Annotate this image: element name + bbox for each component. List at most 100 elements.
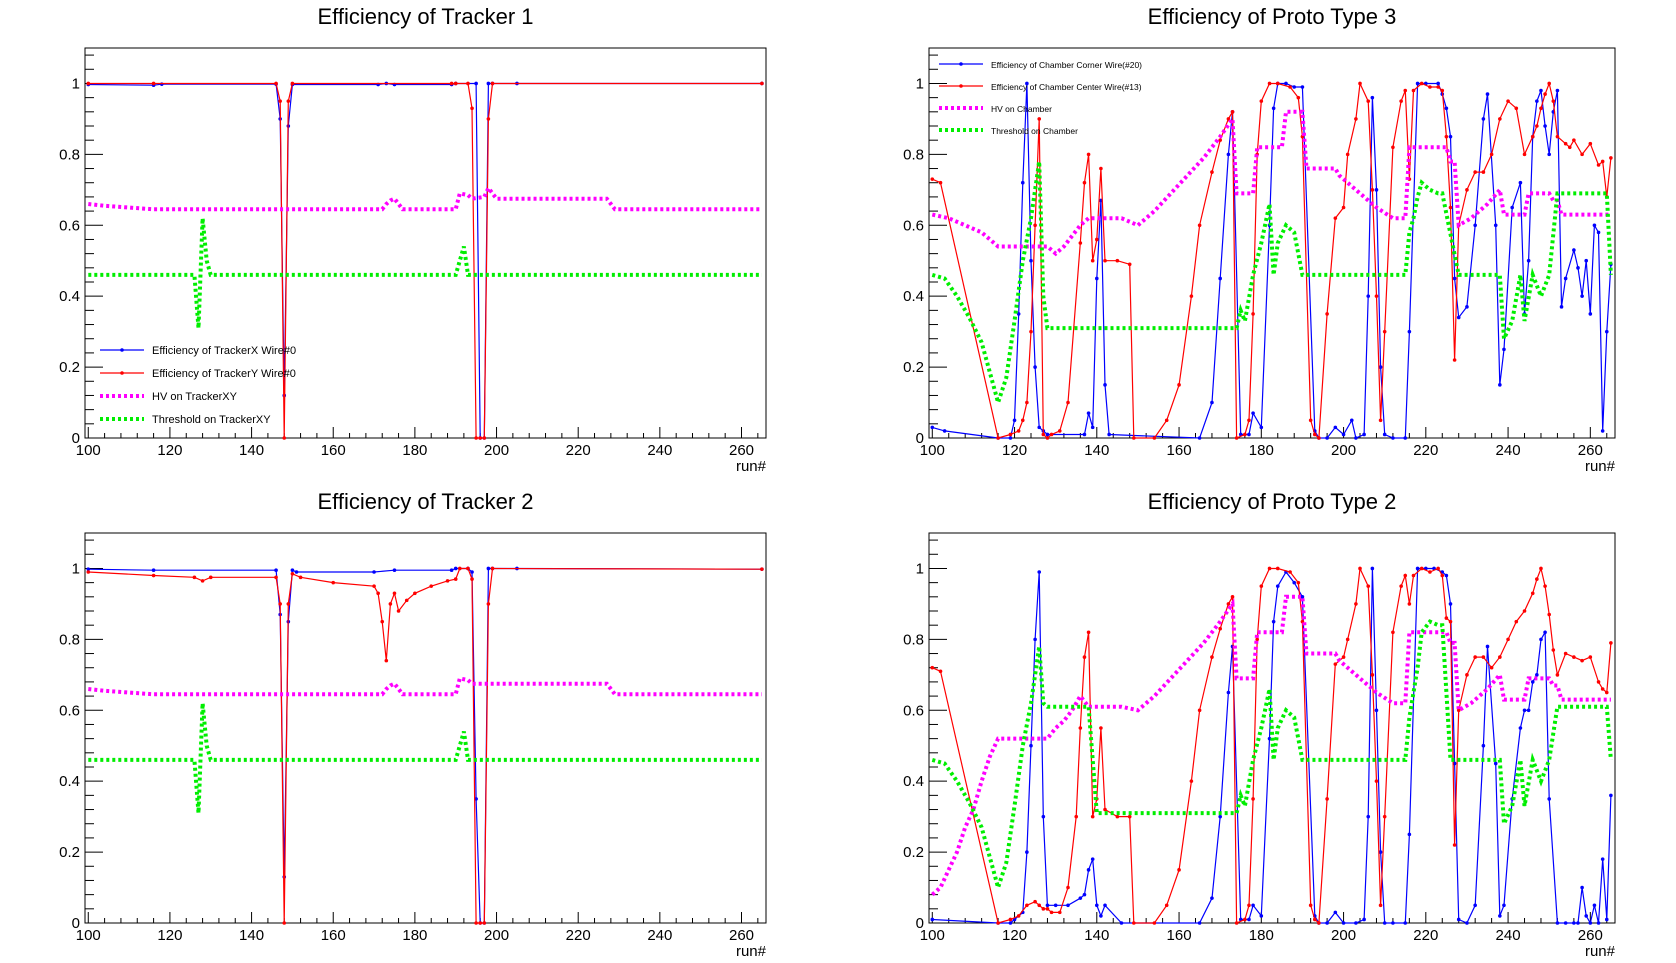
data-point bbox=[760, 567, 764, 571]
data-point bbox=[1358, 81, 1362, 86]
data-point bbox=[1572, 655, 1576, 659]
data-point bbox=[1563, 651, 1568, 656]
data-point bbox=[1317, 921, 1321, 925]
data-point bbox=[208, 575, 213, 580]
data-point bbox=[1094, 903, 1099, 908]
data-point bbox=[1604, 917, 1609, 922]
data-point bbox=[1600, 857, 1605, 861]
data-point bbox=[938, 669, 943, 674]
data-point bbox=[1489, 665, 1494, 670]
x-tick-label: 200 bbox=[1331, 442, 1356, 459]
plot-frame bbox=[928, 47, 1616, 439]
legend: Efficiency of Chamber Corner Wire(#20) Ef… bbox=[939, 60, 1142, 136]
data-point bbox=[1551, 648, 1556, 652]
data-point bbox=[1465, 921, 1469, 925]
chart-panel-1: Efficiency of Tracker 1 100 120 140 160 180 20… bbox=[59, 4, 767, 475]
data-point bbox=[1366, 814, 1371, 819]
data-point bbox=[1333, 425, 1338, 430]
data-point bbox=[1567, 145, 1572, 150]
data-point bbox=[1399, 99, 1403, 103]
data-point bbox=[388, 602, 393, 606]
data-point bbox=[1465, 673, 1469, 677]
data-point bbox=[942, 429, 947, 433]
data-point bbox=[1444, 134, 1449, 139]
data-point bbox=[1349, 418, 1354, 423]
data-point bbox=[1247, 917, 1251, 922]
data-point bbox=[1580, 658, 1584, 663]
data-point bbox=[1543, 92, 1547, 96]
data-point bbox=[1473, 223, 1477, 228]
data-point bbox=[151, 568, 156, 573]
data-point bbox=[1177, 383, 1181, 387]
legend-entry: Efficiency of Chamber Center Wire(#13) bbox=[991, 82, 1142, 92]
data-point bbox=[1226, 117, 1231, 121]
data-point bbox=[1251, 797, 1255, 801]
data-point bbox=[470, 570, 474, 574]
data-point bbox=[1300, 85, 1305, 89]
series-line-2 bbox=[932, 81, 1612, 440]
data-point bbox=[1498, 655, 1502, 659]
data-point bbox=[1411, 573, 1416, 578]
data-point bbox=[760, 81, 764, 86]
data-point bbox=[1033, 365, 1037, 369]
data-point bbox=[331, 580, 336, 585]
data-point bbox=[1481, 170, 1486, 174]
data-point bbox=[429, 584, 434, 588]
data-point bbox=[1057, 429, 1062, 433]
data-point bbox=[1333, 910, 1338, 915]
data-point bbox=[1580, 885, 1584, 890]
x-tick-label: 200 bbox=[484, 927, 509, 944]
data-point bbox=[1082, 892, 1087, 897]
data-point bbox=[274, 575, 278, 580]
data-point bbox=[1419, 566, 1424, 571]
data-point bbox=[1452, 843, 1457, 847]
data-point bbox=[1563, 141, 1568, 146]
data-point bbox=[453, 566, 458, 571]
data-point bbox=[1197, 921, 1202, 925]
data-point bbox=[1275, 81, 1280, 86]
data-point bbox=[1576, 921, 1580, 925]
data-point bbox=[1572, 921, 1576, 925]
series-line-2 bbox=[88, 82, 762, 439]
x-tick-label: 100 bbox=[76, 442, 101, 459]
data-point bbox=[1016, 312, 1021, 316]
series-line-3 bbox=[930, 594, 1611, 897]
data-point bbox=[1086, 152, 1091, 157]
y-tick-label: 0.2 bbox=[59, 359, 80, 376]
data-point bbox=[1127, 814, 1132, 819]
data-point bbox=[1436, 85, 1440, 89]
data-point bbox=[1132, 921, 1136, 925]
data-point bbox=[1555, 88, 1560, 93]
data-point bbox=[474, 921, 478, 925]
data-point bbox=[1152, 436, 1157, 440]
data-point bbox=[1243, 917, 1247, 922]
data-point bbox=[1415, 81, 1420, 86]
x-tick-label: 180 bbox=[1249, 442, 1274, 459]
data-point bbox=[1016, 914, 1021, 918]
x-tick-label: 260 bbox=[1578, 927, 1603, 944]
legend-entry: Efficiency of TrackerY Wire#0 bbox=[152, 368, 296, 380]
x-tick-label: 240 bbox=[647, 927, 672, 944]
x-axis-label: run# bbox=[1585, 458, 1616, 475]
data-point bbox=[1037, 570, 1042, 574]
data-point bbox=[1382, 814, 1387, 819]
data-point bbox=[1378, 903, 1383, 908]
data-point bbox=[1374, 708, 1379, 713]
data-point bbox=[1296, 580, 1301, 585]
data-point bbox=[1275, 584, 1280, 588]
data-point bbox=[1535, 124, 1539, 128]
data-point bbox=[1029, 258, 1033, 263]
x-tick-label: 180 bbox=[1249, 927, 1274, 944]
data-point bbox=[1473, 655, 1477, 659]
data-point bbox=[1288, 570, 1292, 574]
data-point bbox=[1366, 584, 1371, 588]
data-point bbox=[1444, 573, 1449, 578]
data-point bbox=[1403, 921, 1408, 925]
data-point bbox=[1415, 566, 1420, 571]
data-point bbox=[1296, 95, 1301, 100]
data-point bbox=[1045, 432, 1050, 437]
data-point bbox=[1444, 106, 1449, 111]
data-point bbox=[1609, 156, 1613, 160]
data-point bbox=[1210, 655, 1214, 659]
data-point bbox=[1210, 896, 1214, 900]
